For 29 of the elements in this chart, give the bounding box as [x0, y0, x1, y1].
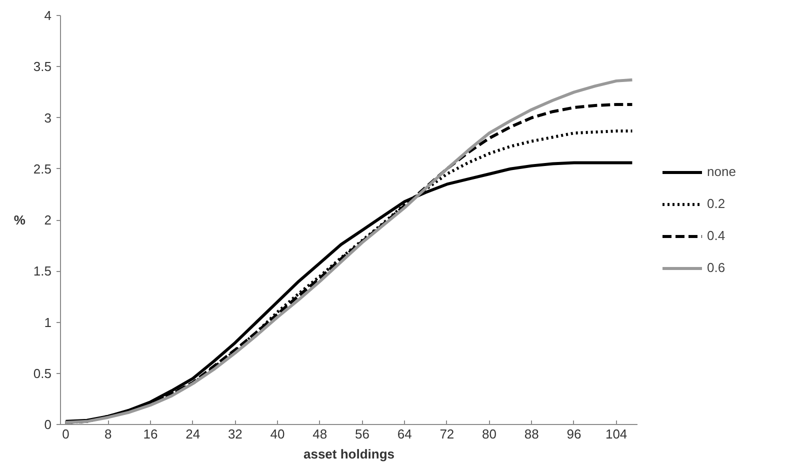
x-tick-label: 40 [270, 426, 285, 442]
y-tick-label: 0 [44, 417, 52, 432]
y-tick-label: 3.5 [33, 59, 52, 74]
x-tick-label: 56 [355, 426, 370, 442]
x-tick-label: 88 [524, 426, 539, 442]
x-tick-label: 16 [143, 426, 158, 442]
x-tick-label: 72 [440, 426, 454, 442]
y-axis-title: % [14, 212, 26, 228]
x-tick-label: 8 [104, 426, 112, 442]
y-tick-label: 2 [44, 212, 52, 228]
y-tick-label: 2.5 [33, 161, 52, 176]
legend-label: none [707, 164, 736, 179]
x-tick-label: 48 [312, 426, 328, 442]
y-tick-label: 0.5 [33, 366, 52, 381]
legend-label: 0.4 [707, 228, 726, 243]
legend-label: 0.6 [707, 260, 726, 275]
x-axis-title: asset holdings [303, 446, 395, 462]
y-tick-label: 4 [44, 8, 52, 23]
x-tick-label: 32 [228, 426, 242, 442]
x-tick-label: 80 [482, 426, 497, 442]
x-tick-label: 64 [397, 426, 412, 442]
y-tick-label: 1.5 [33, 264, 52, 279]
legend-label: 0.2 [707, 196, 726, 211]
y-tick-label: 3 [44, 110, 52, 126]
x-tick-label: 0 [62, 426, 70, 442]
x-tick-label: 96 [566, 426, 582, 442]
y-tick-label: 1 [44, 314, 52, 330]
x-tick-label: 104 [605, 426, 628, 442]
x-tick-label: 24 [186, 426, 200, 442]
